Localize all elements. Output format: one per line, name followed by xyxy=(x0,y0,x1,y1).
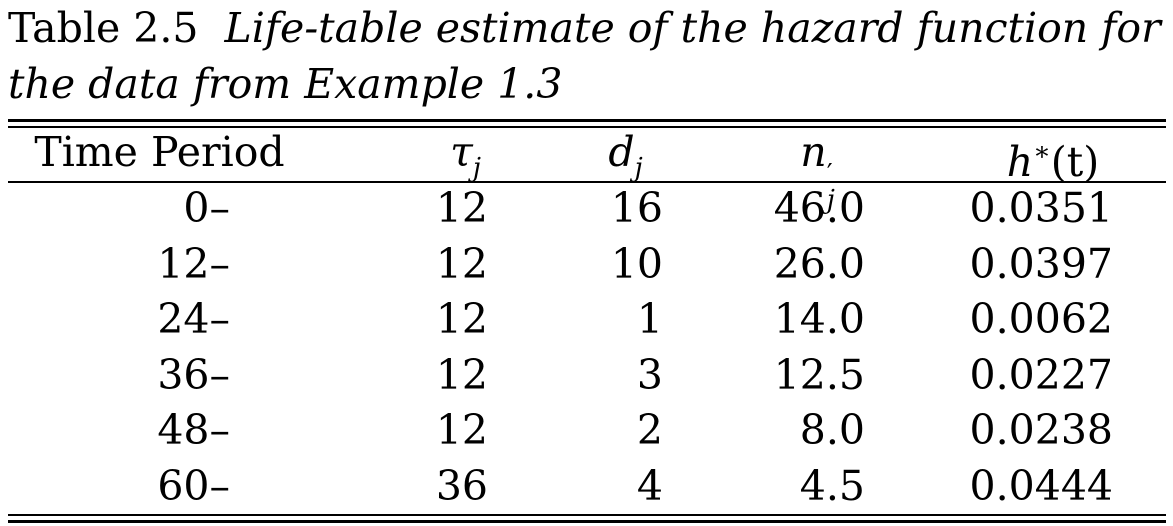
cell-time-period: 24– xyxy=(157,295,230,343)
cell-deaths: 3 xyxy=(636,350,663,399)
cell-hazard: 0.0227 xyxy=(969,350,1113,399)
caption-text-line-1: Life-table estimate of the hazard functi… xyxy=(224,4,1161,52)
cell-at-risk: 12.5 xyxy=(773,350,865,399)
cell-deaths: 10 xyxy=(610,239,663,288)
header-h-symbol: h xyxy=(1006,138,1034,186)
cell-time-period: 0– xyxy=(183,184,230,232)
header-d-symbol: d xyxy=(608,128,635,176)
header-d-subscript: j xyxy=(634,153,643,183)
table-header-row: Time Period τj dj n ′ j h∗(t) xyxy=(8,124,1166,215)
cell-deaths: 4 xyxy=(636,461,663,510)
cell-hazard: 0.0238 xyxy=(969,406,1113,454)
header-hazard: h∗(t) xyxy=(938,124,1168,190)
caption-label: Table 2.5 xyxy=(8,4,199,52)
top-rule-inner xyxy=(8,126,1166,128)
cell-at-risk: 14.0 xyxy=(773,295,865,343)
cell-tau: 12 xyxy=(435,239,488,288)
table-row: 48– 12 2 8.0 0.0238 xyxy=(8,402,1166,458)
caption-text-line-2: the data from Example 1.3 xyxy=(8,60,563,108)
header-n-subscript: j xyxy=(826,185,835,215)
header-n-symbol: n xyxy=(800,128,827,176)
header-tau: τj xyxy=(408,124,523,196)
cell-tau: 12 xyxy=(435,350,488,399)
header-tau-subscript: j xyxy=(472,153,481,183)
header-tau-symbol: τ xyxy=(450,128,473,176)
table-row: 60– 36 4 4.5 0.0444 xyxy=(8,458,1166,514)
header-rule xyxy=(8,181,1166,183)
header-h-argument: (t) xyxy=(1050,138,1100,186)
table-row: 12– 12 10 26.0 0.0397 xyxy=(8,236,1166,292)
header-time-period: Time Period xyxy=(34,128,285,176)
cell-deaths: 16 xyxy=(610,184,663,232)
caption-line-2: the data from Example 1.3 xyxy=(8,56,1168,112)
top-rule-outer xyxy=(8,119,1166,122)
cell-at-risk: 26.0 xyxy=(773,239,865,288)
cell-at-risk: 8.0 xyxy=(799,406,865,454)
cell-time-period: 60– xyxy=(157,461,230,510)
bottom-rule-inner xyxy=(8,514,1166,516)
header-h-star: ∗ xyxy=(1033,137,1051,167)
cell-tau: 36 xyxy=(435,461,488,510)
cell-tau: 12 xyxy=(435,406,488,454)
cell-hazard: 0.0397 xyxy=(969,239,1113,288)
cell-deaths: 2 xyxy=(636,406,663,454)
cell-deaths: 1 xyxy=(636,295,663,343)
cell-tau: 12 xyxy=(435,295,488,343)
cell-at-risk: 4.5 xyxy=(799,461,865,510)
cell-time-period: 36– xyxy=(157,350,230,399)
cell-tau: 12 xyxy=(435,184,488,232)
cell-hazard: 0.0062 xyxy=(969,295,1113,343)
cell-time-period: 48– xyxy=(157,406,230,454)
table-caption: Table 2.5 Life-table estimate of the haz… xyxy=(8,0,1168,112)
cell-hazard: 0.0351 xyxy=(969,184,1113,232)
cell-hazard: 0.0444 xyxy=(969,461,1113,510)
cell-at-risk: 46.0 xyxy=(773,184,865,232)
header-at-risk: n ′ j xyxy=(748,124,893,215)
cell-time-period: 12– xyxy=(157,239,230,288)
bottom-rule-outer xyxy=(8,520,1166,523)
table-row: 24– 12 1 14.0 0.0062 xyxy=(8,291,1166,347)
header-n-prime: ′ xyxy=(826,159,833,189)
table-row: 0– 12 16 46.0 0.0351 xyxy=(8,180,1166,236)
table-row: 36– 12 3 12.5 0.0227 xyxy=(8,347,1166,403)
caption-line-1: Table 2.5 Life-table estimate of the haz… xyxy=(8,0,1168,56)
header-deaths: dj xyxy=(568,124,683,196)
